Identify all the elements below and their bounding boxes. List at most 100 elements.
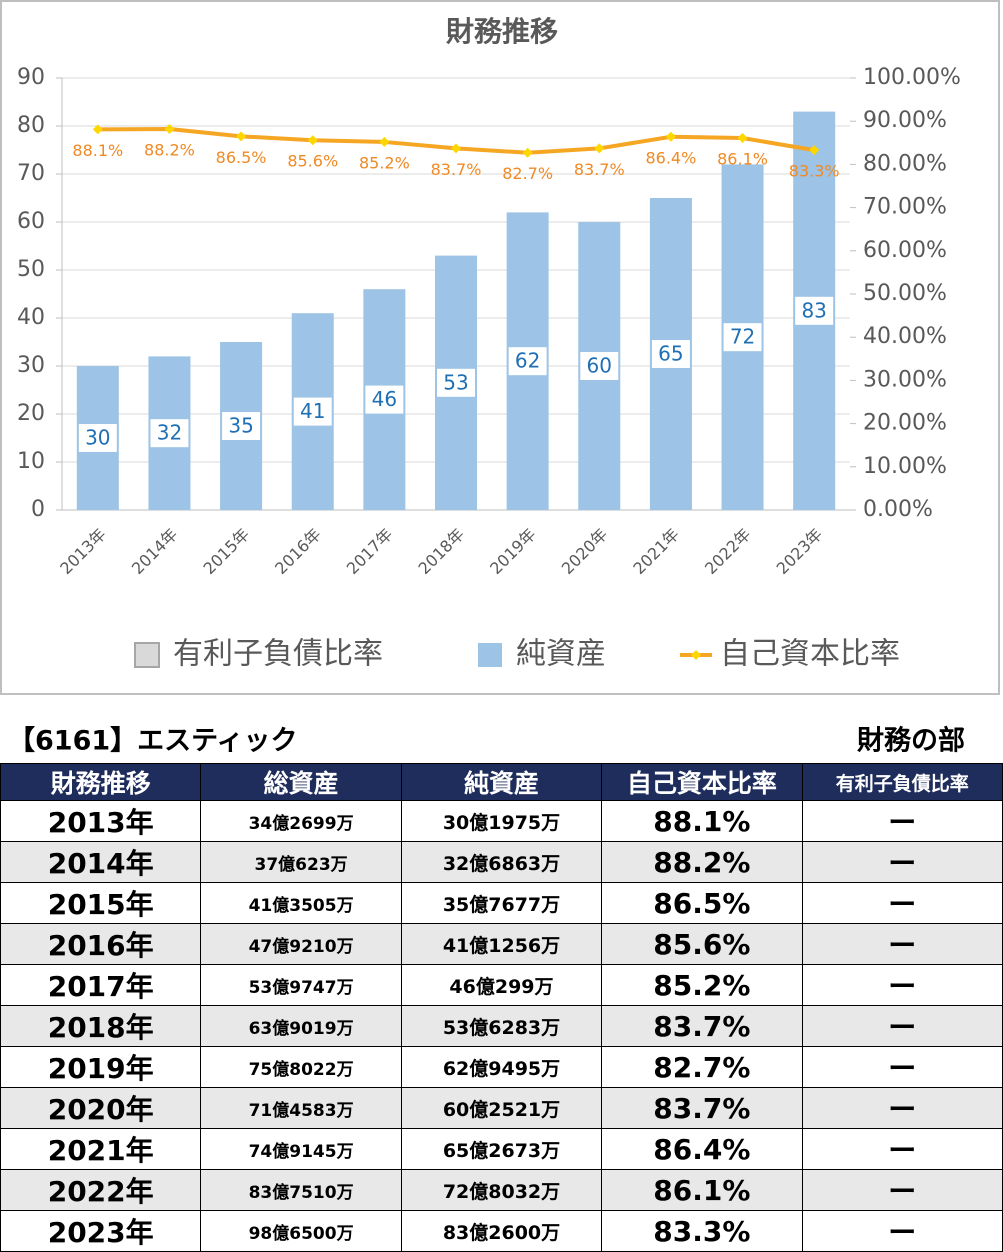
bar-label-box (150, 419, 189, 448)
bar-label: 46 (372, 387, 397, 411)
table-cell: 53億9747万 (200, 964, 402, 1006)
line-label: 83.3% (789, 162, 840, 181)
y2-tick-label: 40.00% (863, 324, 947, 349)
line-marker (522, 147, 533, 158)
chart-frame (0, 0, 1000, 695)
table-cell: 47億9210万 (200, 923, 402, 965)
table-cell: 83.7% (601, 1005, 803, 1047)
table-cell: 88.2% (601, 841, 803, 883)
table-section: 財務の部 (857, 725, 965, 757)
y2-tick-label: 30.00% (863, 367, 947, 392)
header-cell: 純資産 (400, 763, 603, 801)
line-marker (451, 143, 461, 154)
line-marker (665, 131, 676, 142)
y2-tick-label: 0.00% (863, 497, 933, 522)
table-cell: 83.3% (601, 1210, 803, 1252)
bar-label-box (508, 347, 547, 376)
y2-tick-label: 90.00% (863, 108, 947, 133)
table-cell: ー (801, 1128, 1003, 1170)
table-cell: 2018年 (0, 1005, 202, 1047)
table-cell: 2017年 (0, 964, 202, 1006)
table-cell: 2020年 (0, 1087, 202, 1129)
legend-marker (691, 650, 701, 660)
table-cell: ー (801, 882, 1003, 924)
table-cell: 34億2699万 (200, 800, 402, 842)
line-label: 83.7% (431, 160, 482, 179)
bar-label: 83 (801, 298, 826, 322)
line-marker (92, 124, 103, 135)
table-cell: 41億3505万 (200, 882, 402, 924)
table: 財務推移 総資産 純資産 自己資本比率 有利子負債比率 2013年 34億2699万 30億1… (0, 763, 1003, 1252)
y-tick-label: 10 (17, 449, 45, 474)
bar-label-box (580, 352, 619, 380)
table-cell: 85.6% (601, 923, 803, 965)
table-cell: 74億9145万 (200, 1128, 402, 1170)
table-cell: 37億623万 (200, 841, 402, 883)
y2-tick-label: 50.00% (863, 281, 947, 306)
table-cell: 86.1% (601, 1169, 803, 1211)
table-cell: 60億2521万 (400, 1087, 603, 1129)
table-title: 【6161】エスティック (8, 726, 298, 757)
bar-label: 60 (587, 354, 612, 378)
y-tick-label: 0 (31, 497, 45, 522)
table-cell: ー (801, 841, 1003, 883)
line-label: 86.4% (645, 148, 696, 167)
table-cell: ー (801, 800, 1003, 842)
table-cell: 32億6863万 (400, 841, 603, 883)
bar-label-box (437, 368, 475, 397)
bar-label: 30 (85, 426, 110, 450)
table-row: 2023年 98億6500万 83億2600万 83.3% ー (0, 1210, 1003, 1252)
table-cell: 2015年 (0, 882, 202, 924)
table-cell: 83億2600万 (400, 1210, 603, 1252)
table-cell: 65億2673万 (400, 1128, 603, 1170)
table-cell: 2021年 (0, 1128, 202, 1170)
table-cell: 2022年 (0, 1169, 202, 1211)
y-tick-label: 20 (17, 401, 45, 426)
table-row: 2016年 47億9210万 41億1256万 85.6% ー (0, 923, 1003, 965)
table-cell: 71億4583万 (200, 1087, 402, 1129)
line-marker (236, 131, 247, 142)
y-tick-label: 30 (17, 353, 45, 378)
line-marker (737, 133, 748, 144)
line-label: 85.2% (359, 153, 410, 172)
legend-label: 自己資本比率 (720, 637, 900, 672)
bar-label-box (795, 296, 834, 325)
line-label: 86.1% (717, 150, 768, 169)
line-label: 88.2% (144, 140, 195, 159)
y2-tick-label: 20.00% (863, 411, 947, 436)
table-cell: 63億9019万 (200, 1005, 402, 1047)
table-cell: 83億7510万 (200, 1169, 402, 1211)
table-cell: 98億6500万 (200, 1210, 402, 1252)
table-cell: ー (801, 964, 1003, 1006)
bar-label-box (222, 412, 261, 440)
bar-label: 72 (730, 325, 755, 349)
chart-title: 財務推移 (446, 15, 558, 48)
table-cell: 30億1975万 (400, 800, 603, 842)
table-cell: 2013年 (0, 800, 202, 842)
y2-tick-label: 60.00% (863, 238, 947, 263)
table-cell: 2019年 (0, 1046, 202, 1088)
table-row: 2017年 53億9747万 46億299万 85.2% ー (0, 964, 1003, 1006)
line-marker (164, 123, 175, 134)
table-cell: 86.5% (601, 882, 803, 924)
bar-label: 32 (157, 421, 182, 445)
bar-label: 35 (228, 414, 253, 438)
line-label: 82.7% (502, 164, 553, 183)
line-marker (594, 143, 605, 154)
legend-label: 有利子負債比率 (173, 637, 383, 672)
header-cell: 財務推移 (0, 763, 202, 801)
table-row: 2015年 41億3505万 35億7677万 86.5% ー (0, 882, 1003, 924)
table-row: 2022年 83億7510万 72億8032万 86.1% ー (0, 1169, 1003, 1211)
chart: 財務推移 【6161】エスティック 財務の部 0 10 20 30 40 50 60 70 80… (0, 0, 1000, 757)
table-cell: 2023年 (0, 1210, 202, 1252)
line-label: 88.1% (72, 141, 123, 160)
bar-label: 65 (658, 342, 683, 366)
legend-swatch (478, 643, 502, 667)
table-cell: 35億7677万 (400, 882, 603, 924)
table-cell: ー (801, 923, 1003, 965)
y2-tick-label: 100.00% (863, 65, 961, 90)
table-cell: 85.2% (601, 964, 803, 1006)
table-cell: 75億8022万 (200, 1046, 402, 1088)
y-tick-label: 40 (17, 305, 45, 330)
